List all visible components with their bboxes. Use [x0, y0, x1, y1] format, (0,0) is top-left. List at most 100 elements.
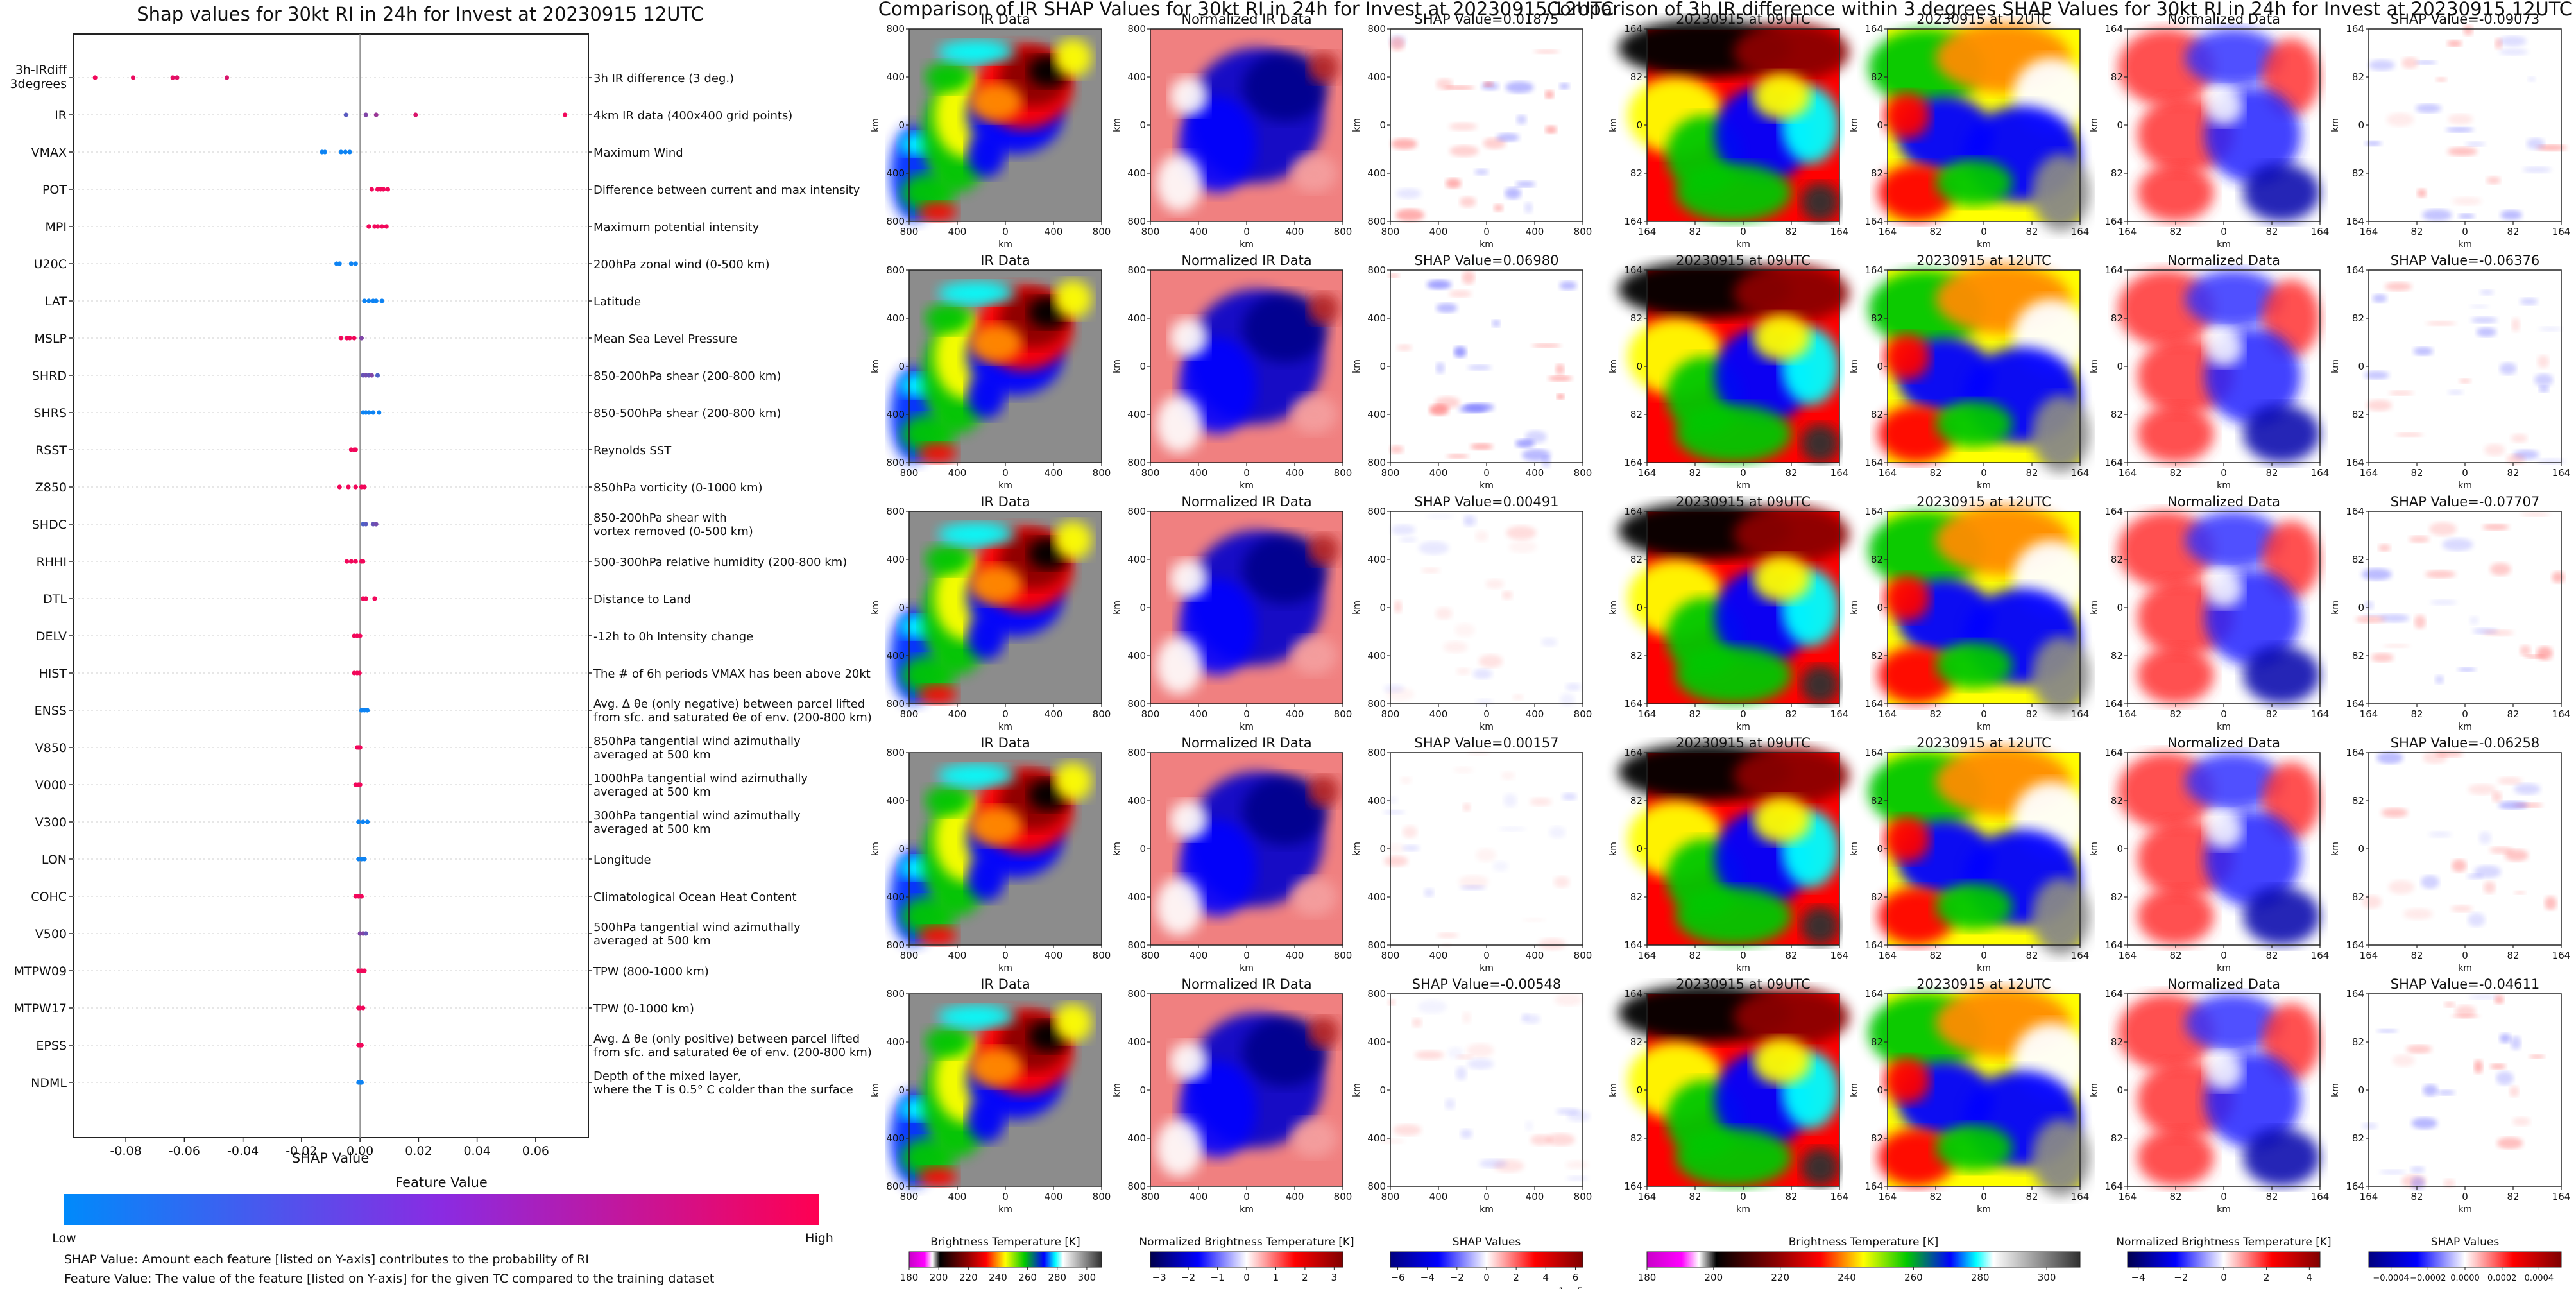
y-tick-label: 800: [886, 216, 905, 227]
y-tick-label: 800: [1127, 698, 1146, 710]
colorbar-tick-label: −6: [1390, 1272, 1404, 1283]
shap-point: [348, 261, 354, 266]
normalized-ir-panel: Normalized IR Data8008004004000040040080…: [1112, 12, 1352, 250]
panel-title: Normalized Data: [2167, 735, 2280, 751]
y-axis-label: km: [1608, 1083, 1619, 1097]
x-tick-label: 164: [1879, 708, 1897, 720]
x-axis-label: km: [1480, 481, 1494, 491]
feature-row: U20C 200hPa zonal wind (0-500 km): [34, 257, 770, 271]
x-tick-label: 0: [1981, 950, 1987, 961]
y-tick-label: 0: [1139, 843, 1146, 855]
y-tick-label: 82: [2352, 167, 2364, 179]
shap-point: [361, 559, 366, 564]
y-tick-label: 82: [1630, 891, 1642, 903]
y-axis-label: km: [1608, 601, 1619, 615]
y-tick-label: 82: [1871, 891, 1883, 903]
x-tick-label: 82: [2410, 226, 2423, 237]
x-axis-label: km: [1977, 963, 1991, 973]
shap-point: [373, 112, 379, 117]
y-tick-label: 800: [1367, 1181, 1386, 1192]
x-tick-label: 0: [1981, 467, 1987, 479]
panel-title: Normalized Data: [2167, 253, 2280, 268]
feature-row: MTPW09 TPW (800-1000 km): [14, 964, 709, 978]
feature-description-label: 500-300hPa relative humidity (200-800 km…: [593, 556, 847, 569]
x-tick-label: 164: [2360, 1191, 2378, 1202]
x-tick-label: 800: [1381, 226, 1400, 237]
shap-point: [343, 149, 348, 155]
y-tick-label: 82: [1630, 312, 1642, 324]
feature-description-label: TPW (0-1000 km): [593, 1002, 694, 1016]
shap-point: [353, 447, 358, 452]
x-tick-label: -0.04: [227, 1144, 259, 1158]
shap-point: [373, 298, 379, 303]
colorbar: [908, 1251, 1102, 1268]
feature-description-label: from sfc. and saturated θe of env. (200-…: [593, 711, 872, 724]
shap-summary-title: Shap values for 30kt RI in 24h for Inves…: [137, 3, 703, 25]
x-axis-label: km: [2217, 1204, 2231, 1215]
colorbar-tick-label: −0.0004: [2373, 1274, 2409, 1283]
x-axis-label: km: [2458, 481, 2472, 491]
difference-row: 20230915 at 09UTC1641648282008282164164k…: [1608, 12, 2570, 250]
shap-point: [361, 819, 366, 824]
x-tick-label: 164: [2311, 226, 2330, 237]
shap-point: [170, 75, 175, 80]
x-axis-label: km: [1240, 239, 1254, 250]
feature-description-label: Depth of the mixed layer,: [593, 1070, 742, 1083]
x-tick-label: 800: [1141, 467, 1160, 479]
bt-12utc-panel: 20230915 at 12UTC1641648282008282164164k…: [1849, 253, 2090, 491]
x-axis-label: km: [1736, 481, 1750, 491]
y-tick-label: 0: [2117, 1084, 2123, 1096]
x-tick-label: 800: [1381, 467, 1400, 479]
panel-title: SHAP Value=0.06980: [1415, 253, 1559, 268]
y-axis-label: km: [1112, 1083, 1122, 1097]
y-tick-label: 800: [1367, 216, 1386, 227]
y-axis-label: km: [2089, 118, 2099, 132]
feature-row: SHRS 850-500hPa shear (200-800 km): [33, 406, 781, 420]
x-tick-label: 82: [2507, 467, 2519, 479]
x-tick-label: 800: [1141, 1191, 1160, 1202]
x-tick-label: 164: [1638, 1191, 1657, 1202]
x-tick-label: 164: [1638, 226, 1657, 237]
feature-name-label: V300: [35, 815, 67, 830]
y-tick-label: 400: [886, 312, 905, 324]
colorbar-tick-label: 280: [1048, 1272, 1066, 1283]
feature-description-label: averaged at 500 km: [593, 785, 711, 799]
difference-row: 20230915 at 09UTC1641648282008282164164k…: [1608, 735, 2570, 973]
x-tick-label: 164: [2071, 708, 2090, 720]
colorbar-tick-label: 0.0002: [2487, 1274, 2517, 1283]
y-tick-label: 82: [1630, 71, 1642, 83]
y-tick-label: 164: [2104, 264, 2123, 276]
x-tick-label: 0: [1981, 708, 1987, 720]
ir-shap-panel: SHAP Value=0.069808008004004000040040080…: [1352, 253, 1592, 491]
x-tick-label: 82: [1785, 950, 1797, 961]
feature-description-label: 850-500hPa shear (200-800 km): [593, 407, 781, 420]
colorbar-label: Brightness Temperature [K]: [930, 1236, 1080, 1249]
y-tick-label: 82: [1630, 650, 1642, 662]
colorbar-tick-label: −2: [1450, 1272, 1464, 1283]
x-tick-label: 800: [1093, 1191, 1111, 1202]
x-axis-label: km: [1977, 239, 1991, 250]
feature-row: SHRD 850-200hPa shear (200-800 km): [32, 369, 781, 383]
x-axis-label: km: [2217, 239, 2231, 250]
panel-title: SHAP Value=-0.06376: [2391, 253, 2540, 268]
y-tick-label: 82: [1871, 312, 1883, 324]
panel-title: 20230915 at 12UTC: [1916, 12, 2051, 27]
y-tick-label: 164: [1864, 216, 1883, 227]
colorbar-tick-label: 280: [1971, 1272, 1990, 1283]
y-tick-label: 0: [898, 843, 905, 855]
feature-row: IR 4km IR data (400x400 grid points): [55, 108, 792, 123]
shap-point: [413, 112, 418, 117]
difference-colorbars: Brightness Temperature [K]180 200 220 240 26…: [1638, 1236, 2562, 1283]
x-tick-label: 800: [1574, 708, 1592, 720]
colorbar-tick-label: −2: [1181, 1272, 1195, 1283]
colorbar-tick-label: 220: [959, 1272, 978, 1283]
difference-row: 20230915 at 09UTC1641648282008282164164k…: [1608, 977, 2570, 1215]
y-tick-label: 82: [2111, 1132, 2123, 1144]
y-tick-label: 0: [1877, 119, 1883, 131]
x-tick-label: 0: [1243, 467, 1250, 479]
x-tick-label: 400: [1286, 950, 1304, 961]
x-tick-label: 800: [1334, 708, 1352, 720]
shap-point: [175, 75, 180, 80]
colorbar-tick-label: 240: [1838, 1272, 1856, 1283]
